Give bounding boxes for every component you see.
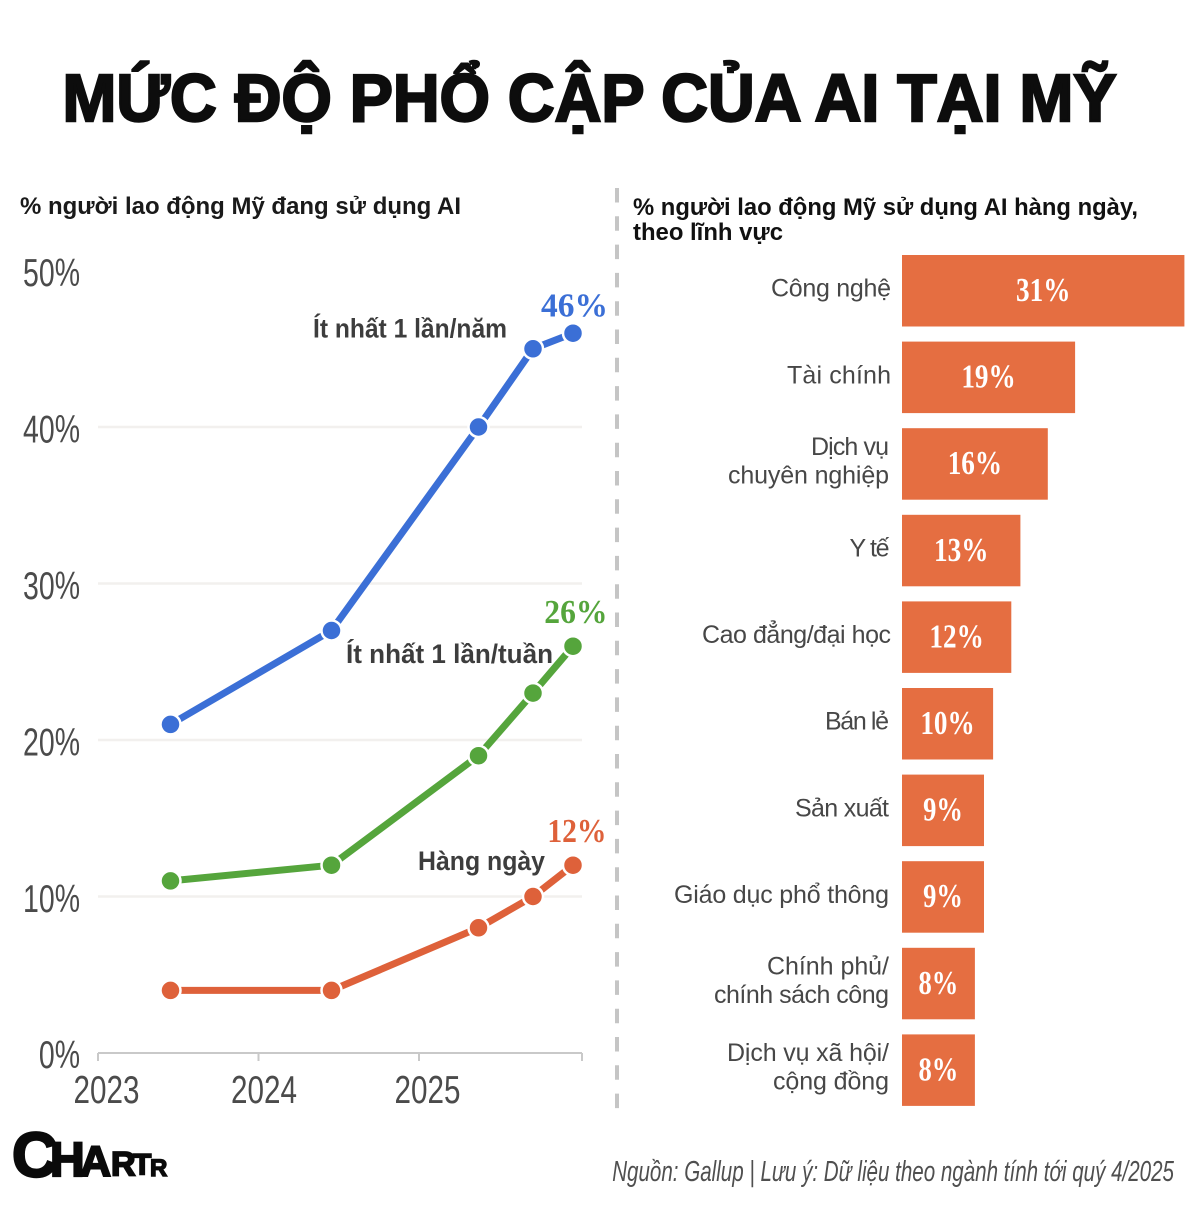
svg-text:26%: 26% — [544, 594, 607, 631]
svg-text:Cao đẳng/đại học: Cao đẳng/đại học — [702, 619, 891, 649]
svg-text:2024: 2024 — [231, 1069, 297, 1112]
svg-text:50%: 50% — [23, 252, 80, 295]
svg-text:chuyên nghiệp: chuyên nghiệp — [728, 461, 889, 489]
svg-text:9%: 9% — [923, 877, 963, 915]
svg-text:C: C — [12, 1121, 58, 1191]
svg-text:Bán lẻ: Bán lẻ — [825, 708, 889, 736]
svg-text:Dịch vụ: Dịch vụ — [811, 433, 889, 461]
svg-text:12%: 12% — [547, 812, 606, 849]
svg-text:Y tế: Y tế — [850, 535, 890, 563]
svg-text:30%: 30% — [23, 565, 80, 608]
svg-text:Ít nhất 1 lần/tuần: Ít nhất 1 lần/tuần — [346, 638, 553, 669]
svg-text:theo lĩnh vực: theo lĩnh vực — [633, 219, 783, 246]
svg-text:MỨC ĐỘ PHỔ CẬP CỦA AI TẠI MỸ: MỨC ĐỘ PHỔ CẬP CỦA AI TẠI MỸ — [63, 61, 1117, 136]
svg-text:Tài chính: Tài chính — [787, 361, 891, 389]
svg-text:chính sách công: chính sách công — [714, 981, 889, 1009]
svg-text:31%: 31% — [1016, 271, 1070, 309]
svg-text:T: T — [133, 1149, 151, 1182]
svg-text:8%: 8% — [919, 964, 959, 1002]
svg-text:19%: 19% — [961, 358, 1015, 396]
svg-text:20%: 20% — [23, 721, 80, 764]
svg-text:Ít nhất 1 lần/năm: Ít nhất 1 lần/năm — [313, 313, 507, 344]
svg-text:% người lao động Mỹ sử dụng AI: % người lao động Mỹ sử dụng AI hàng ngày… — [633, 194, 1138, 221]
svg-text:Nguồn: Gallup | Lưu ý: Dữ liệu: Nguồn: Gallup | Lưu ý: Dữ liệu theo ngàn… — [612, 1157, 1174, 1188]
svg-text:10%: 10% — [23, 878, 80, 921]
svg-text:Công nghệ: Công nghệ — [771, 275, 891, 303]
svg-text:cộng đồng: cộng đồng — [773, 1068, 889, 1096]
svg-text:H: H — [50, 1134, 85, 1187]
svg-text:A: A — [80, 1138, 111, 1186]
svg-text:2023: 2023 — [74, 1069, 140, 1112]
svg-text:16%: 16% — [948, 444, 1002, 482]
svg-text:8%: 8% — [919, 1050, 959, 1088]
svg-text:R: R — [150, 1155, 167, 1182]
svg-text:0%: 0% — [39, 1034, 80, 1077]
svg-text:R: R — [111, 1146, 136, 1184]
svg-text:Chính phủ/: Chính phủ/ — [767, 953, 889, 981]
svg-text:Sản xuất: Sản xuất — [795, 794, 889, 822]
svg-text:40%: 40% — [23, 408, 80, 451]
svg-text:Dịch vụ xã hội/: Dịch vụ xã hội/ — [727, 1039, 889, 1067]
svg-text:9%: 9% — [923, 790, 963, 828]
svg-text:% người lao động Mỹ đang sử dụ: % người lao động Mỹ đang sử dụng AI — [20, 193, 461, 220]
svg-text:13%: 13% — [934, 531, 988, 569]
svg-text:Giáo dục phổ thông: Giáo dục phổ thông — [674, 881, 889, 909]
svg-text:10%: 10% — [920, 704, 974, 742]
svg-text:2025: 2025 — [395, 1069, 461, 1112]
svg-text:Hàng ngày: Hàng ngày — [418, 847, 546, 876]
svg-text:46%: 46% — [541, 287, 608, 324]
svg-text:12%: 12% — [929, 618, 983, 656]
